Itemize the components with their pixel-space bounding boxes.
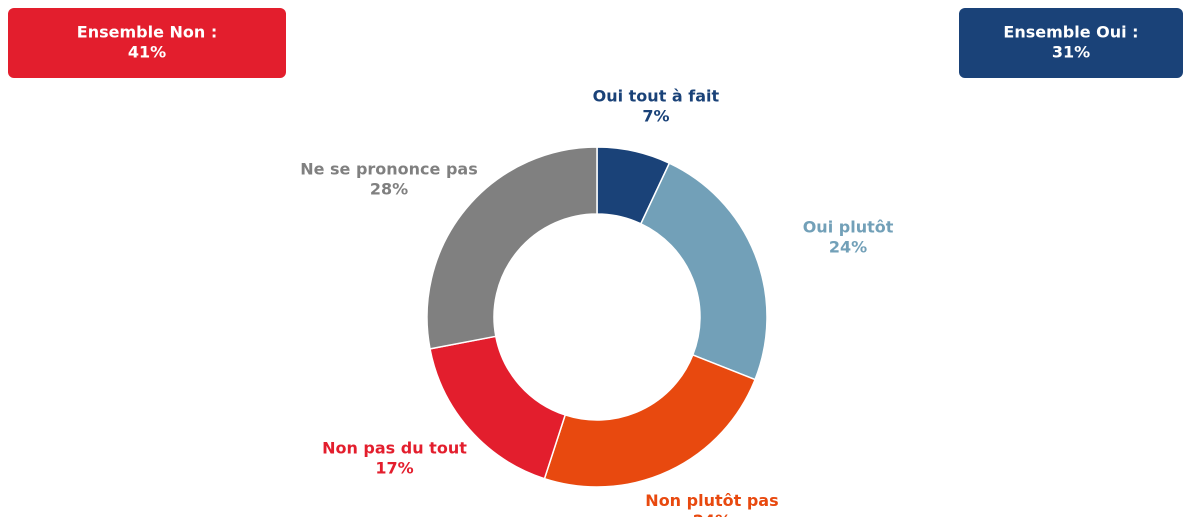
summary-box [959,8,1183,78]
donut-slice [639,162,768,381]
summary-value: 31% [1052,43,1090,62]
summary-value: 41% [128,43,166,62]
slice-value: 24% [693,511,731,517]
slice-label: Oui plutôt [803,217,894,236]
slice-value: 17% [375,459,413,478]
slice-value: 28% [370,179,408,198]
slice-label: Non plutôt pas [645,491,778,510]
summary-label: Ensemble Oui : [1003,23,1138,42]
summary-box [8,8,286,78]
slice-label: Ne se prononce pas [300,159,478,178]
donut-slice [426,146,598,350]
slice-value: 7% [642,107,669,126]
slice-label: Non pas du tout [322,439,467,458]
donut-slice [543,353,757,488]
slice-label: Oui tout à fait [593,87,720,106]
slice-value: 24% [829,237,867,256]
summary-label: Ensemble Non : [77,23,217,42]
